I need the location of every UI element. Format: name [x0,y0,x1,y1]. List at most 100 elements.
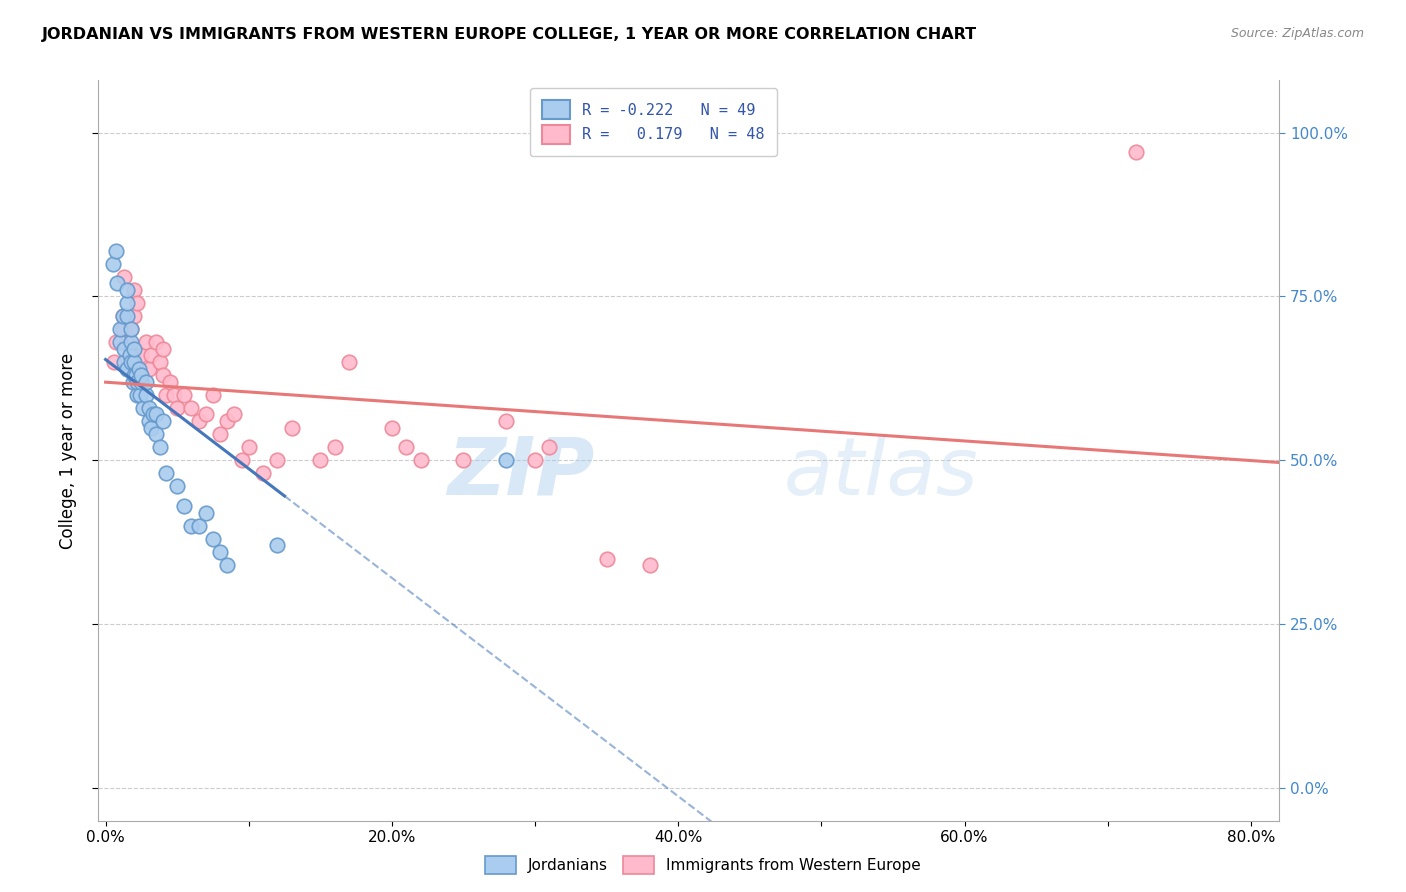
Point [142,408,165,422]
Point [209,427,232,442]
Point [231,453,253,467]
Point [125,375,148,389]
Point [149,355,172,369]
Point [309,453,332,467]
Point [252,467,274,481]
Point [180,401,202,415]
Point [108,322,131,336]
Point [409,453,432,467]
Point [135,375,157,389]
Point [125,296,148,310]
Point [131,368,153,383]
Point [135,388,157,402]
Point [194,408,217,422]
Point [128,361,150,376]
Point [201,532,224,546]
Point [145,427,167,442]
Point [238,440,260,454]
Point [159,375,181,389]
Point [138,361,160,376]
Point [163,388,186,402]
Point [120,355,142,369]
Text: ZIP: ZIP [447,434,595,512]
Point [121,375,143,389]
Point [495,414,517,428]
Point [131,348,153,362]
Point [1125,145,1147,160]
Point [120,322,142,336]
Point [152,368,174,383]
Point [152,414,174,428]
Point [135,335,157,350]
Point [266,539,288,553]
Y-axis label: College, 1 year or more: College, 1 year or more [59,352,77,549]
Point [280,420,302,434]
Point [166,479,188,493]
Point [115,296,138,310]
Point [266,453,288,467]
Point [115,361,138,376]
Point [638,558,661,573]
Point [538,440,561,454]
Point [187,518,209,533]
Point [111,322,134,336]
Text: JORDANIAN VS IMMIGRANTS FROM WESTERN EUROPE COLLEGE, 1 YEAR OR MORE CORRELATION : JORDANIAN VS IMMIGRANTS FROM WESTERN EUR… [42,27,977,42]
Legend: Jordanians, Immigrants from Western Europe: Jordanians, Immigrants from Western Euro… [479,850,927,880]
Point [125,388,148,402]
Point [104,335,127,350]
Point [122,283,145,297]
Point [524,453,547,467]
Point [131,375,153,389]
Point [115,309,138,323]
Point [201,388,224,402]
Point [112,269,135,284]
Point [103,355,125,369]
Point [124,368,146,383]
Point [141,348,163,362]
Point [149,440,172,454]
Point [118,348,141,362]
Point [115,335,138,350]
Point [122,309,145,323]
Point [173,388,195,402]
Point [224,408,246,422]
Point [495,453,517,467]
Point [217,414,239,428]
Point [112,355,135,369]
Point [152,342,174,356]
Point [155,388,177,402]
Point [111,309,134,323]
Point [108,335,131,350]
Point [194,506,217,520]
Point [453,453,475,467]
Point [115,283,138,297]
Text: Source: ZipAtlas.com: Source: ZipAtlas.com [1230,27,1364,40]
Point [120,335,142,350]
Point [101,257,124,271]
Point [337,355,360,369]
Point [122,355,145,369]
Point [122,342,145,356]
Point [166,401,188,415]
Point [122,368,145,383]
Point [145,335,167,350]
Point [129,388,152,402]
Point [145,408,167,422]
Point [180,518,202,533]
Point [155,467,177,481]
Point [381,420,404,434]
Text: atlas: atlas [783,434,979,512]
Point [395,440,418,454]
Point [187,414,209,428]
Point [112,342,135,356]
Point [138,414,160,428]
Point [111,309,134,323]
Point [323,440,346,454]
Point [120,322,142,336]
Legend: R = -0.222   N = 49, R =   0.179   N = 48: R = -0.222 N = 49, R = 0.179 N = 48 [530,88,778,156]
Point [141,420,163,434]
Point [132,401,155,415]
Point [104,244,127,258]
Point [105,277,128,291]
Point [173,499,195,513]
